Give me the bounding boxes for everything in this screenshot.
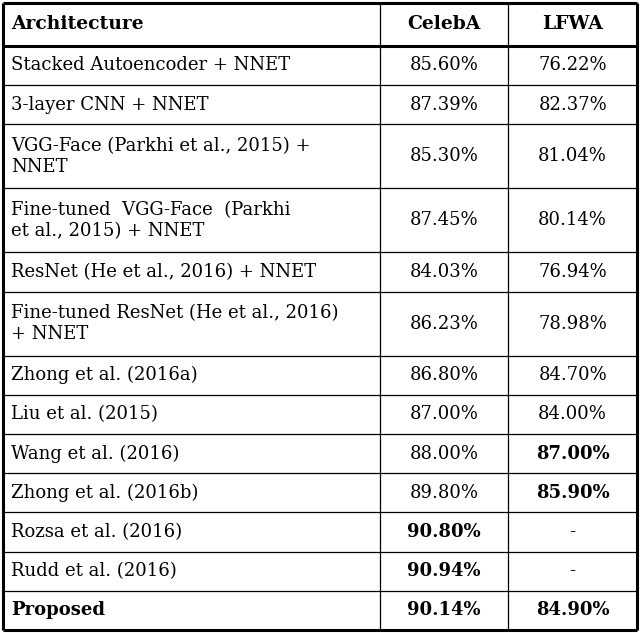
Text: 87.00%: 87.00% [410,406,479,423]
Text: 87.39%: 87.39% [410,96,479,113]
Text: 76.22%: 76.22% [538,56,607,74]
Text: 76.94%: 76.94% [538,263,607,281]
Text: LFWA: LFWA [542,15,603,34]
Text: 81.04%: 81.04% [538,147,607,165]
Text: 80.14%: 80.14% [538,211,607,229]
Text: 90.94%: 90.94% [408,562,481,580]
Text: ResNet (He et al., 2016) + NNET: ResNet (He et al., 2016) + NNET [11,263,316,281]
Text: 90.14%: 90.14% [408,601,481,620]
Text: Fine-tuned  VGG-Face  (Parkhi
et al., 2015) + NNET: Fine-tuned VGG-Face (Parkhi et al., 2015… [11,201,291,240]
Text: 78.98%: 78.98% [538,315,607,332]
Text: 82.37%: 82.37% [538,96,607,113]
Text: Zhong et al. (2016a): Zhong et al. (2016a) [11,366,198,384]
Text: Rozsa et al. (2016): Rozsa et al. (2016) [11,523,182,541]
Text: -: - [570,523,575,541]
Text: -: - [570,562,575,580]
Text: Zhong et al. (2016b): Zhong et al. (2016b) [11,484,198,502]
Text: Stacked Autoencoder + NNET: Stacked Autoencoder + NNET [11,56,290,74]
Text: 88.00%: 88.00% [410,444,479,463]
Text: 84.03%: 84.03% [410,263,479,281]
Text: Rudd et al. (2016): Rudd et al. (2016) [11,562,177,580]
Text: 90.80%: 90.80% [408,523,481,541]
Text: 86.80%: 86.80% [410,367,479,384]
Text: 87.45%: 87.45% [410,211,479,229]
Text: 87.00%: 87.00% [536,444,609,463]
Text: CelebA: CelebA [408,15,481,34]
Text: 84.00%: 84.00% [538,406,607,423]
Text: 89.80%: 89.80% [410,484,479,502]
Text: 84.90%: 84.90% [536,601,609,620]
Text: Proposed: Proposed [11,601,105,620]
Text: VGG-Face (Parkhi et al., 2015) +
NNET: VGG-Face (Parkhi et al., 2015) + NNET [11,137,310,175]
Text: 85.60%: 85.60% [410,56,479,74]
Text: Architecture: Architecture [11,15,143,34]
Text: 85.30%: 85.30% [410,147,479,165]
Text: 85.90%: 85.90% [536,484,609,502]
Text: Liu et al. (2015): Liu et al. (2015) [11,406,158,423]
Text: Wang et al. (2016): Wang et al. (2016) [11,444,179,463]
Text: 3-layer CNN + NNET: 3-layer CNN + NNET [11,96,209,113]
Text: Fine-tuned ResNet (He et al., 2016)
+ NNET: Fine-tuned ResNet (He et al., 2016) + NN… [11,304,339,343]
Text: 84.70%: 84.70% [538,367,607,384]
Text: 86.23%: 86.23% [410,315,479,332]
